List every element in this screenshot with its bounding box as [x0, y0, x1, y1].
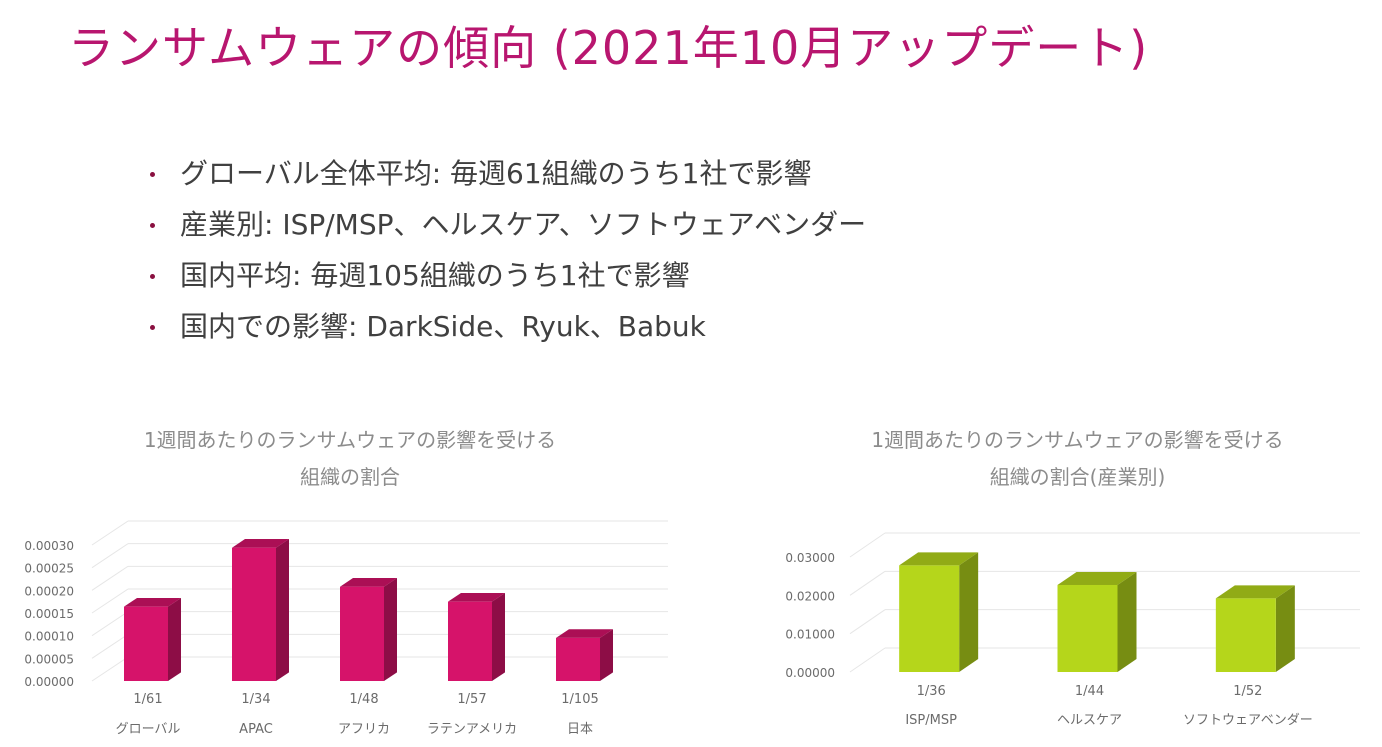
category-label: ラテンアメリカ: [427, 722, 517, 737]
chart-2-title: 1週間あたりのランサムウェアの影響を受ける 組織の割合(産業別): [800, 422, 1355, 496]
y-tick-label: 0.03000: [785, 551, 835, 565]
slide-title: ランサムウェアの傾向 (2021年10月アップデート): [68, 21, 1149, 75]
data-label: 1/52: [1233, 684, 1262, 699]
y-tick-label: 0.01000: [785, 628, 835, 642]
gridline-diagonal: [849, 570, 886, 596]
category-label: グローバル: [116, 722, 181, 737]
gridline-diagonal: [91, 588, 129, 614]
bar-top: [340, 578, 397, 587]
data-label: 1/44: [1075, 684, 1104, 699]
bullet-text: 産業別: ISP/MSP、ヘルスケア、ソフトウェアベンダー: [180, 208, 867, 241]
bar-side: [959, 552, 979, 672]
category-label: ソフトウェアベンダー: [1183, 713, 1313, 728]
bullet-item: グローバル全体平均: 毎週61組織のうち1社で影響: [150, 148, 866, 199]
bar-side: [1117, 571, 1137, 672]
gridline-diagonal: [849, 647, 886, 673]
data-label: 1/36: [917, 684, 946, 699]
category-label: アフリカ: [338, 722, 390, 737]
bar: [899, 565, 960, 672]
bullet-text: グローバル全体平均: 毎週61組織のうち1社で影響: [180, 157, 812, 190]
chart-2-title-line1: 1週間あたりのランサムウェアの影響を受ける: [871, 428, 1284, 452]
bullet-list: グローバル全体平均: 毎週61組織のうち1社で影響 産業別: ISP/MSP、ヘ…: [150, 148, 866, 352]
gridline-diagonal: [91, 633, 129, 659]
bullet-text: 国内での影響: DarkSide、Ryuk、Babuk: [180, 310, 706, 343]
category-label: ヘルスケア: [1057, 713, 1122, 728]
bullet-dot: [150, 325, 155, 330]
bar: [232, 547, 276, 681]
data-label: 1/61: [133, 692, 162, 707]
bar-side: [492, 593, 505, 681]
y-tick-label: 0.00005: [24, 652, 74, 666]
bullet-dot: [150, 274, 155, 279]
category-label: ISP/MSP: [905, 713, 957, 728]
gridline-diagonal: [91, 611, 129, 637]
bar-top: [1215, 585, 1295, 599]
data-label: 1/48: [349, 692, 378, 707]
chart-1-title: 1週間あたりのランサムウェアの影響を受ける 組織の割合: [70, 422, 630, 496]
bar-top: [124, 597, 181, 607]
bar: [1215, 598, 1276, 672]
bullet-dot: [150, 223, 155, 228]
y-tick-label: 0.00010: [24, 630, 74, 644]
data-label: 1/57: [457, 692, 486, 707]
chart-1-title-line1: 1週間あたりのランサムウェアの影響を受ける: [143, 428, 557, 452]
bar-top: [1057, 571, 1137, 585]
y-tick-label: 0.00025: [24, 562, 74, 576]
bullet-dot: [150, 172, 155, 177]
bar: [1057, 584, 1118, 672]
bar-side: [384, 578, 397, 681]
bullet-text: 国内平均: 毎週105組織のうち1社で影響: [180, 259, 690, 292]
gridline-diagonal: [91, 520, 129, 546]
bullet-item: 産業別: ISP/MSP、ヘルスケア、ソフトウェアベンダー: [150, 199, 866, 250]
bullet-item: 国内平均: 毎週105組織のうち1社で影響: [150, 250, 866, 301]
gridline-diagonal: [849, 609, 886, 635]
bar-top: [448, 593, 505, 602]
bar-top: [556, 629, 613, 638]
y-tick-label: 0.02000: [785, 589, 835, 603]
chart-1-title-line2: 組織の割合: [300, 465, 400, 489]
bar-side: [168, 597, 181, 681]
gridline-diagonal: [91, 565, 129, 591]
data-label: 1/34: [241, 692, 270, 707]
gridline-diagonal: [91, 656, 129, 682]
data-label: 1/105: [561, 692, 598, 707]
y-tick-label: 0.00000: [24, 675, 74, 689]
chart-2-title-line2: 組織の割合(産業別): [989, 465, 1166, 489]
bar-side: [1275, 585, 1295, 672]
bullet-item: 国内での影響: DarkSide、Ryuk、Babuk: [150, 301, 866, 352]
bar-top: [232, 539, 289, 548]
gridline-diagonal: [849, 532, 886, 558]
y-tick-label: 0.00015: [24, 607, 74, 621]
category-label: APAC: [239, 722, 273, 737]
chart-1-regional: 0.00000 0.00005 0.00010 0.00015 0.00020 0.000…: [24, 520, 668, 737]
bar: [556, 637, 600, 681]
bar: [448, 601, 492, 681]
bar: [340, 586, 384, 681]
bar-side: [600, 629, 613, 681]
bar-side: [276, 539, 289, 681]
bar-top: [899, 552, 979, 566]
category-label: 日本: [567, 722, 593, 737]
y-tick-label: 0.00020: [24, 584, 74, 598]
gridline-diagonal: [91, 543, 129, 569]
bar: [124, 606, 168, 681]
y-tick-label: 0.00000: [785, 666, 835, 680]
y-tick-label: 0.00030: [24, 539, 74, 553]
